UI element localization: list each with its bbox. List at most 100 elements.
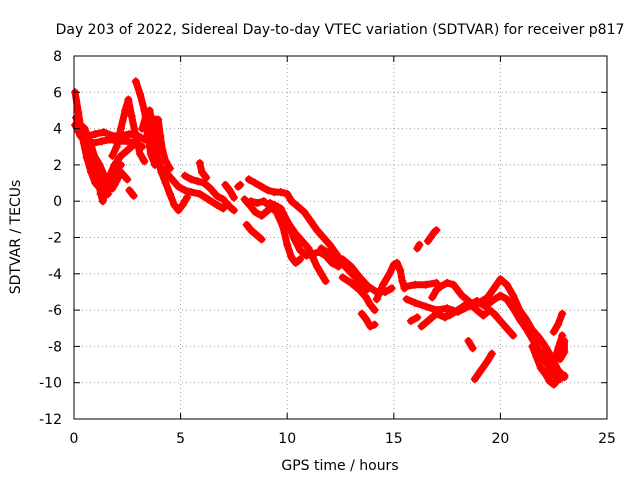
data-point: [96, 189, 105, 198]
data-point: [158, 146, 167, 155]
data-point: [475, 298, 484, 307]
data-point: [485, 306, 494, 315]
data-point: [110, 160, 119, 169]
data-point: [98, 197, 107, 206]
data-point: [490, 284, 499, 293]
data-point: [112, 142, 121, 151]
data-point: [174, 206, 183, 215]
data-point: [124, 95, 133, 104]
series-track: [317, 244, 370, 294]
data-layer: [71, 77, 569, 389]
data-point: [116, 151, 125, 160]
data-point: [421, 280, 430, 289]
data-point: [364, 282, 373, 291]
data-point: [370, 306, 379, 315]
series-track: [243, 221, 266, 243]
data-point: [528, 335, 537, 344]
data-point: [295, 246, 304, 255]
data-point: [327, 258, 336, 267]
data-point: [140, 157, 149, 166]
data-point: [539, 347, 548, 356]
y-tick-label: 0: [53, 194, 62, 210]
data-point: [272, 202, 281, 211]
data-point: [168, 175, 177, 184]
data-point: [553, 320, 562, 329]
series-track: [490, 310, 517, 339]
x-tick-label: 10: [278, 431, 296, 447]
axis-ticks: [73, 55, 608, 420]
data-point: [468, 344, 477, 353]
data-point: [278, 209, 287, 218]
data-point: [443, 278, 452, 287]
data-point: [536, 364, 545, 373]
data-point: [148, 124, 157, 133]
data-point: [549, 327, 558, 336]
data-point: [470, 375, 479, 384]
data-point: [417, 322, 426, 331]
data-point: [76, 131, 85, 140]
data-point: [366, 300, 375, 309]
data-point: [91, 130, 100, 139]
data-point: [154, 115, 163, 124]
data-point: [197, 168, 206, 177]
data-point: [325, 249, 334, 258]
data-point: [313, 262, 322, 271]
data-point: [436, 282, 445, 291]
data-point: [547, 365, 556, 374]
y-tick-label: 6: [53, 85, 62, 101]
data-point: [560, 336, 569, 345]
y-tick-label: -4: [48, 267, 62, 283]
data-point: [219, 195, 228, 204]
data-point: [156, 131, 165, 140]
data-point: [229, 193, 238, 202]
data-point: [325, 240, 334, 249]
data-point: [285, 220, 294, 229]
x-tick-label: 5: [176, 431, 185, 447]
data-point: [74, 108, 83, 117]
data-point: [556, 373, 565, 382]
data-point: [165, 164, 174, 173]
data-point: [212, 200, 221, 209]
data-point: [396, 266, 405, 275]
series-track: [358, 310, 379, 330]
data-point: [116, 124, 125, 133]
data-point: [129, 140, 138, 149]
data-point: [127, 111, 136, 120]
x-tick-label: 0: [70, 431, 79, 447]
data-point: [161, 157, 170, 166]
data-point: [541, 369, 550, 378]
data-point: [195, 159, 204, 168]
data-point: [123, 137, 132, 146]
data-point: [487, 349, 496, 358]
data-point: [106, 135, 115, 144]
data-point: [509, 331, 518, 340]
data-point: [545, 376, 554, 385]
data-point: [528, 326, 537, 335]
data-point: [558, 331, 567, 340]
data-point: [496, 275, 505, 284]
data-point: [225, 186, 234, 195]
data-point: [202, 173, 211, 182]
data-point: [91, 155, 100, 164]
data-point: [131, 77, 140, 86]
data-point: [411, 298, 420, 307]
data-point: [182, 193, 191, 202]
data-point: [317, 269, 326, 278]
data-point: [212, 191, 221, 200]
data-point: [487, 297, 496, 306]
data-point: [372, 295, 381, 304]
data-point: [304, 244, 313, 253]
data-point: [338, 255, 347, 264]
data-point: [370, 320, 379, 329]
y-tick-label: 4: [53, 122, 62, 138]
data-point: [251, 208, 260, 217]
data-point: [347, 278, 356, 287]
data-point: [402, 282, 411, 291]
data-point: [406, 316, 415, 325]
data-point: [72, 113, 81, 122]
data-point: [509, 291, 518, 300]
grid-lines: [74, 56, 607, 419]
data-point: [89, 139, 98, 148]
data-point: [123, 146, 132, 155]
data-point: [543, 358, 552, 367]
